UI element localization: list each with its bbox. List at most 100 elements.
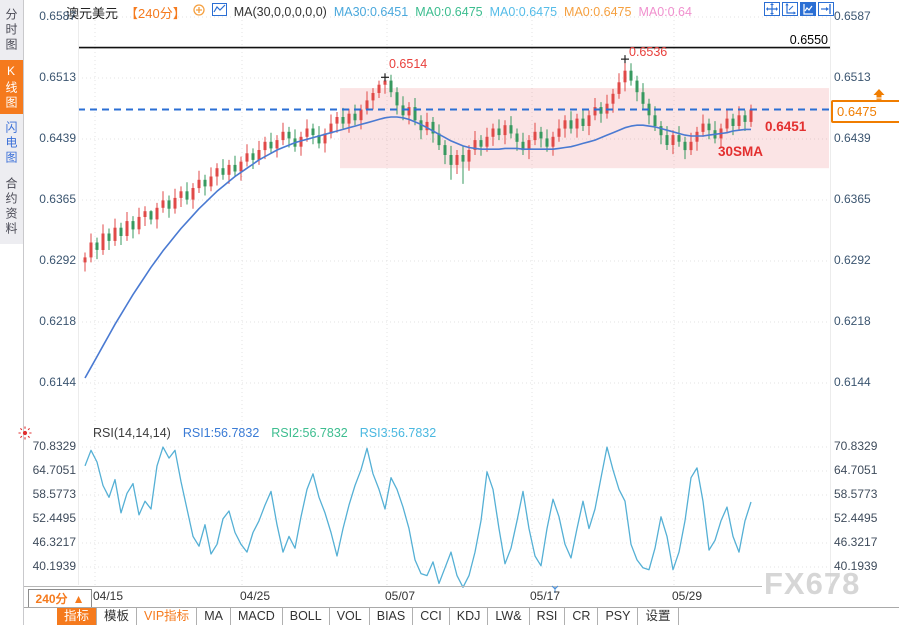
date-label: 05/29 (672, 589, 703, 603)
candle-body (587, 115, 591, 126)
candle-body (437, 133, 441, 146)
candle-body (131, 221, 135, 230)
indicator-tab-MA[interactable]: MA (197, 608, 231, 625)
period-selector[interactable]: 240分 ▲ (28, 589, 92, 608)
candle-body (503, 125, 507, 136)
axis-scale-icon[interactable] (782, 2, 798, 16)
candle-body (455, 155, 459, 165)
candle-body (155, 207, 159, 220)
candle-body (485, 136, 489, 147)
candle-body (239, 161, 243, 172)
candle-body (83, 257, 87, 263)
chart-toolbar-icons (764, 2, 834, 16)
indicator-tab-BIAS[interactable]: BIAS (370, 608, 414, 625)
candle-body (95, 242, 99, 250)
candle-body (317, 135, 321, 144)
candle-body (179, 191, 183, 198)
candle-body (227, 164, 231, 175)
candle-body (137, 216, 141, 230)
candle-body (269, 141, 273, 149)
sma-tag-label: 30SMA (718, 144, 764, 159)
rsi-axis-label-right: 58.5773 (834, 487, 878, 501)
price-axis-label-left: 0.6513 (39, 70, 76, 84)
ma0-value-2: MA0:0.6475 (489, 5, 558, 19)
candle-body (533, 131, 537, 141)
collapse-right-icon[interactable] (818, 2, 834, 16)
candle-body (641, 92, 645, 104)
price-axis-label-left: 0.6292 (39, 253, 76, 267)
ma0-value-1: MA0:0.6475 (415, 5, 483, 19)
candle-body (515, 133, 519, 142)
peak-annotation-2: 0.6536 (629, 45, 668, 59)
candle-body (323, 133, 327, 144)
price-axis-label-left: 0.6439 (39, 131, 76, 145)
indicator-settings-icon[interactable] (18, 426, 32, 445)
indicator-tab-指标[interactable]: 指标 (57, 608, 98, 625)
candle-body (395, 92, 399, 106)
add-icon[interactable] (193, 3, 205, 21)
ma0-value-4: MA0:0.64 (638, 5, 692, 19)
candle-body (617, 82, 621, 94)
indicator-tab-设置[interactable]: 设置 (638, 608, 679, 625)
indicator-tab-PSY[interactable]: PSY (598, 608, 639, 625)
price-axis-label-right: 0.6513 (834, 70, 871, 84)
indicator-icon[interactable] (211, 3, 227, 21)
candle-body (347, 113, 351, 124)
rsi2-value: RSI2:56.7832 (271, 426, 348, 440)
ma0-value-3: MA0:0.6475 (564, 5, 632, 19)
candle-body (461, 155, 465, 162)
candle-body (407, 107, 411, 116)
move-icon[interactable] (764, 2, 780, 16)
date-label: 05/17 (530, 589, 561, 603)
indicator-tab-BOLL[interactable]: BOLL (283, 608, 330, 625)
candle-body (383, 80, 387, 85)
indicator-tab-模板[interactable]: 模板 (97, 608, 138, 625)
candle-body (659, 126, 663, 136)
candle-body (185, 191, 189, 200)
indicator-tab-MACD[interactable]: MACD (231, 608, 283, 625)
chevron-up-icon: ▲ (72, 591, 85, 606)
rsi-axis-label-right: 46.3217 (834, 535, 878, 549)
indicator-tab-KDJ[interactable]: KDJ (450, 608, 489, 625)
rsi-axis-label-left: 64.7051 (32, 463, 76, 477)
period-selector-label: 240分 (35, 592, 68, 606)
candle-body (557, 128, 561, 137)
chart-style-icon[interactable] (800, 2, 816, 16)
candle-body (491, 128, 495, 137)
candle-body (107, 233, 111, 241)
candle-body (305, 128, 309, 137)
candle-body (251, 153, 255, 160)
ma-formula: MA(30,0,0,0,0,0) (233, 5, 327, 19)
ma30-value: MA30:0.6451 (333, 5, 409, 19)
price-axis-label-right: 0.6144 (834, 375, 871, 389)
candle-body (365, 100, 369, 110)
candle-body (689, 141, 693, 151)
sidebar-item-time-chart[interactable]: 分时图 (4, 7, 18, 53)
candle-body (143, 211, 147, 217)
candle-body (353, 113, 357, 121)
indicator-tab-LW&[interactable]: LW& (488, 608, 530, 625)
indicator-tab-CR[interactable]: CR (565, 608, 599, 625)
candle-body (203, 179, 207, 187)
price-axis-label-right: 0.6587 (834, 9, 871, 23)
price-axis-label-right: 0.6439 (834, 131, 871, 145)
indicator-tab-VIP指标[interactable]: VIP指标 (137, 608, 198, 625)
candle-body (197, 179, 201, 189)
candle-body (245, 153, 249, 162)
candle-body (389, 80, 393, 93)
candle-body (119, 227, 123, 236)
sidebar-item-lightning-chart[interactable]: 闪电图 (4, 120, 18, 166)
candle-body (647, 103, 651, 116)
rsi3-value: RSI3:56.7832 (359, 426, 437, 440)
rsi-header: RSI(14,14,14) RSI1:56.7832 RSI2:56.7832 … (93, 426, 436, 440)
rsi-axis-label-left: 52.4495 (32, 511, 76, 525)
indicator-tab-RSI[interactable]: RSI (530, 608, 566, 625)
sidebar-item-kline-chart[interactable]: K线图 (0, 60, 23, 114)
indicator-tab-CCI[interactable]: CCI (413, 608, 450, 625)
candle-body (257, 150, 261, 160)
price-axis-label-left: 0.6365 (39, 192, 76, 206)
candle-body (497, 128, 501, 136)
indicator-tab-VOL[interactable]: VOL (330, 608, 370, 625)
sidebar-item-contract-info[interactable]: 合约资料 (4, 177, 18, 237)
